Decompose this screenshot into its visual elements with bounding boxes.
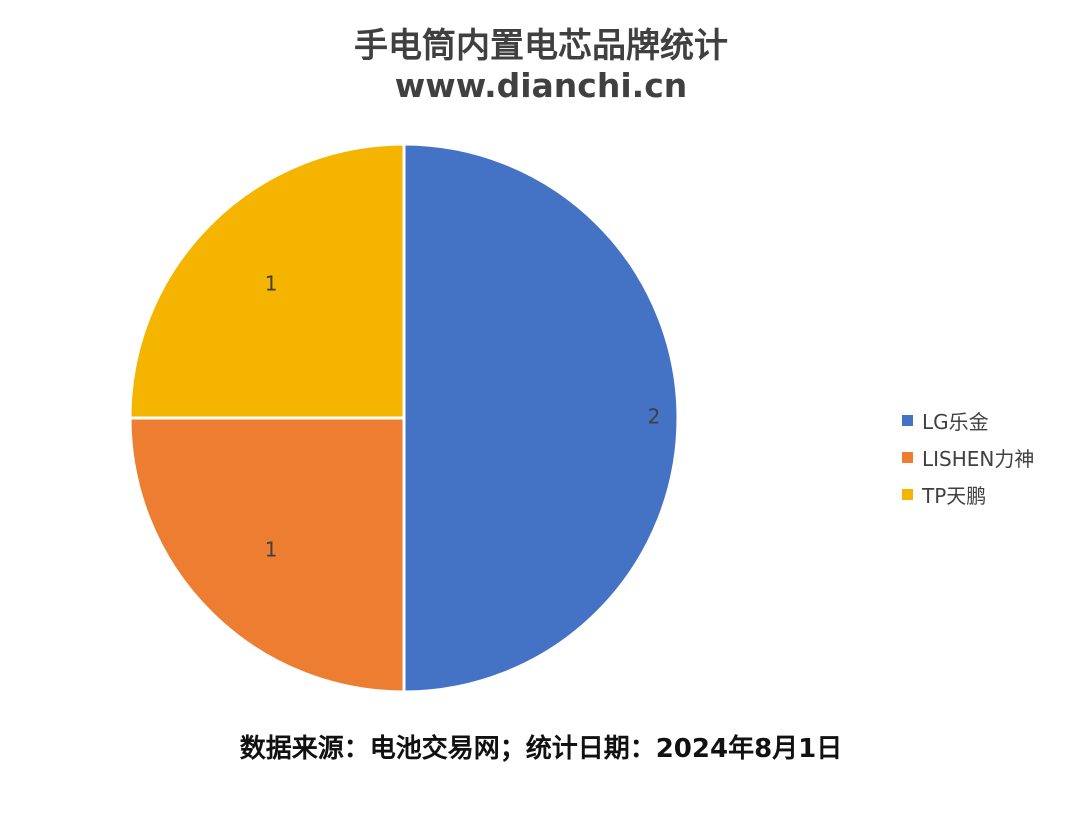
data-label-1: 2 — [648, 405, 661, 429]
legend-label: TP天鹏 — [922, 484, 987, 508]
legend-item-2: LISHEN力神 — [902, 439, 1034, 476]
pie-slices — [128, 142, 680, 694]
legend-item-1: LG乐金 — [902, 402, 1034, 439]
chart-legend: LG乐金 LISHEN力神 TP天鹏 — [902, 402, 1034, 513]
legend-swatch — [902, 415, 913, 426]
pie-slice-1 — [402, 142, 680, 694]
chart-subtitle: www.dianchi.cn — [394, 66, 688, 105]
source-footnote: 数据来源：电池交易网；统计日期：2024年8月1日 — [239, 734, 843, 764]
pie-slice-2 — [128, 416, 406, 694]
data-label-2: 1 — [265, 537, 278, 561]
legend-label: LG乐金 — [922, 410, 989, 434]
legend-swatch — [902, 489, 913, 500]
chart-title: 手电筒内置电芯品牌统计 — [354, 26, 728, 66]
data-label-3: 1 — [265, 272, 278, 296]
legend-label: LISHEN力神 — [922, 447, 1035, 471]
legend-swatch — [902, 452, 913, 463]
legend-item-3: TP天鹏 — [902, 476, 1034, 513]
pie-data-labels: 2 1 1 — [265, 272, 661, 562]
pie-slice-3 — [128, 142, 406, 420]
